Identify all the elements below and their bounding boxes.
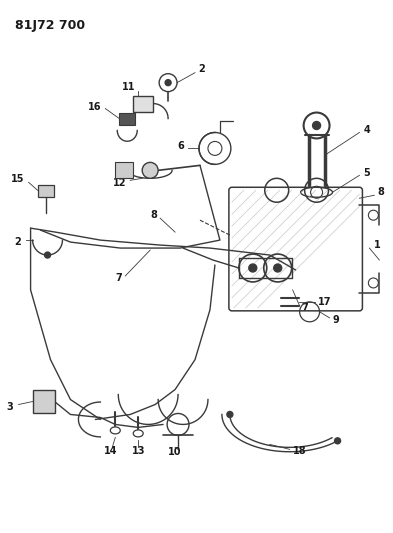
Circle shape — [165, 79, 171, 86]
Circle shape — [249, 264, 257, 272]
Text: 11: 11 — [122, 82, 135, 92]
Text: 2: 2 — [198, 64, 205, 74]
Text: 13: 13 — [131, 446, 145, 456]
Circle shape — [142, 163, 158, 179]
Bar — [119, 112, 135, 125]
Circle shape — [334, 438, 341, 444]
Text: 14: 14 — [104, 446, 117, 456]
Text: 16: 16 — [88, 102, 101, 111]
Text: 81J72 700: 81J72 700 — [15, 19, 85, 32]
Bar — [133, 95, 153, 111]
Circle shape — [227, 411, 233, 417]
Text: 8: 8 — [377, 187, 384, 197]
Text: 3: 3 — [6, 402, 13, 413]
Text: 5: 5 — [364, 168, 370, 179]
Text: 2: 2 — [14, 237, 20, 247]
Text: 7: 7 — [116, 273, 122, 283]
Text: 18: 18 — [293, 446, 306, 456]
Text: 10: 10 — [168, 447, 182, 457]
Text: 6: 6 — [177, 141, 184, 151]
Bar — [33, 390, 55, 414]
Text: 15: 15 — [11, 174, 25, 184]
Circle shape — [312, 122, 321, 130]
Text: 7: 7 — [301, 303, 309, 313]
Text: 17: 17 — [318, 297, 331, 307]
Circle shape — [274, 264, 282, 272]
Text: 9: 9 — [332, 315, 339, 325]
Text: 4: 4 — [364, 125, 370, 135]
Text: 1: 1 — [375, 240, 381, 250]
Text: 12: 12 — [113, 179, 126, 188]
Text: 8: 8 — [150, 210, 157, 220]
Bar — [115, 163, 133, 179]
Bar — [38, 185, 53, 197]
Circle shape — [44, 252, 51, 258]
